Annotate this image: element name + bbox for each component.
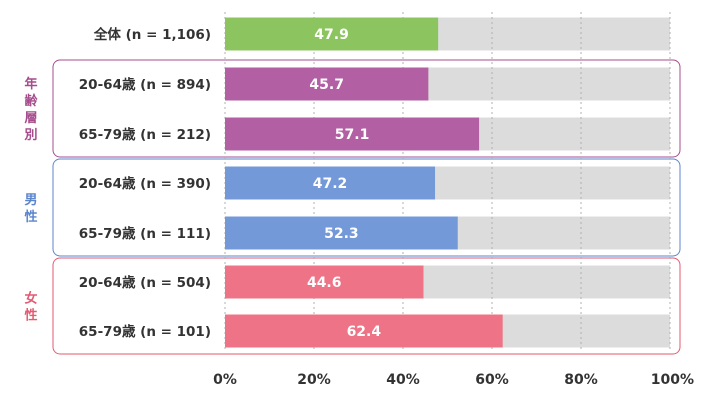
- bar: [225, 265, 424, 299]
- bar: [225, 314, 503, 348]
- category-label: 20-64歳 (n = 390): [79, 175, 211, 192]
- bar: [225, 216, 458, 250]
- bar: [225, 166, 436, 200]
- group-box-male: [52, 158, 681, 257]
- bar-value-label: 47.2: [313, 176, 348, 192]
- category-label: 全体 (n = 1,106): [93, 26, 211, 43]
- bar-value-label: 62.4: [347, 324, 382, 340]
- x-tick-label: 60%: [475, 372, 509, 388]
- category-label: 20-64歳 (n = 894): [79, 76, 211, 93]
- group-label-char: 年: [24, 76, 37, 92]
- bar: [225, 17, 439, 51]
- bar: [225, 117, 480, 151]
- group-label-char: 層: [24, 111, 37, 126]
- x-tick-label: 40%: [386, 372, 420, 388]
- bar-value-label: 47.9: [314, 27, 349, 43]
- x-tick-label: 100%: [651, 372, 694, 388]
- category-label: 65-79歳 (n = 111): [79, 225, 211, 242]
- group-label-char: 別: [23, 128, 37, 143]
- group-label-char: 性: [24, 308, 37, 324]
- group-label-char: 男: [24, 193, 37, 208]
- group-box-age: [52, 59, 681, 158]
- group-label-char: 女: [24, 291, 37, 307]
- category-label: 65-79歳 (n = 212): [79, 126, 211, 143]
- bar-value-label: 45.7: [309, 77, 344, 93]
- group-label-char: 齢: [24, 93, 38, 109]
- bar: [225, 67, 429, 101]
- bar-value-label: 44.6: [307, 275, 342, 291]
- bar-value-label: 57.1: [335, 127, 370, 143]
- category-label: 20-64歳 (n = 504): [79, 274, 211, 291]
- x-tick-label: 20%: [297, 372, 331, 388]
- x-tick-label: 80%: [564, 372, 598, 388]
- category-label: 65-79歳 (n = 101): [79, 323, 211, 340]
- group-box-female: [52, 257, 681, 355]
- x-tick-label: 0%: [213, 372, 237, 388]
- group-label-char: 性: [24, 209, 37, 225]
- bar-value-label: 52.3: [324, 226, 359, 242]
